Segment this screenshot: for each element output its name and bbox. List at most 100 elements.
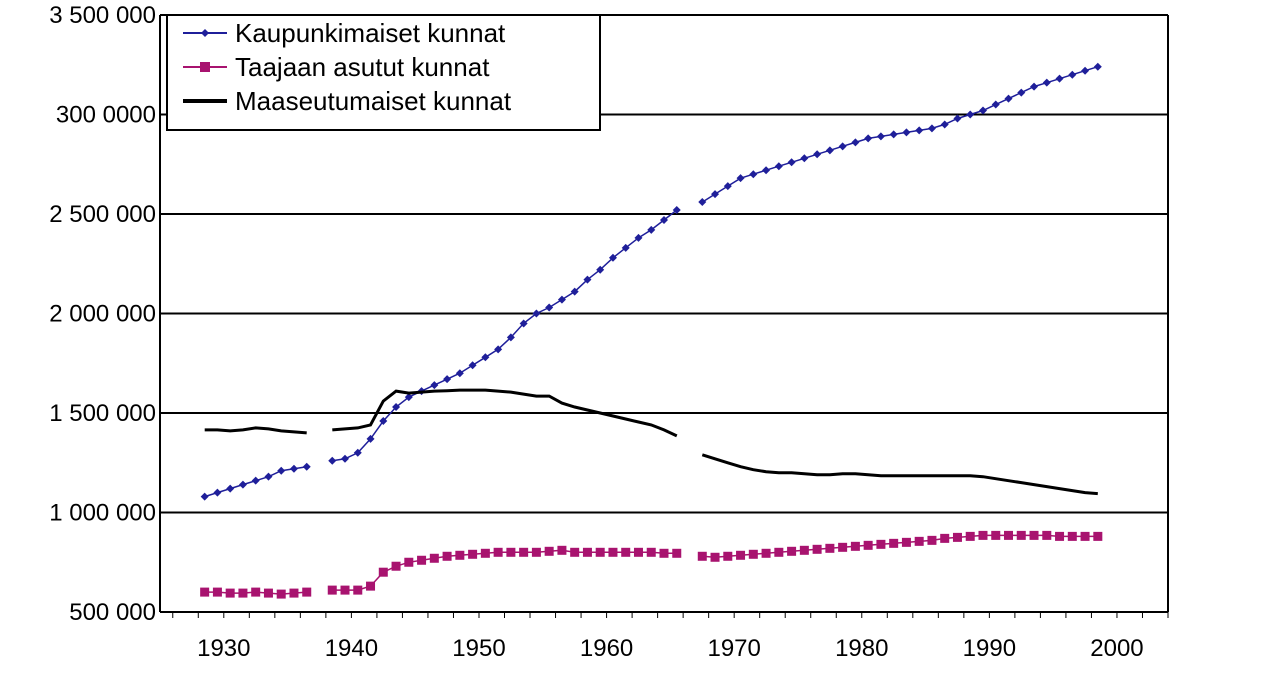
y-tick-label: 1 000 000 — [49, 500, 156, 527]
data-point-square — [901, 537, 911, 547]
data-point-diamond — [455, 369, 464, 378]
data-point-diamond — [915, 126, 924, 135]
data-point-square — [748, 549, 758, 559]
data-point-diamond — [940, 120, 949, 129]
data-point-square — [723, 551, 733, 561]
y-tick-label: 2 000 000 — [49, 301, 156, 328]
data-point-diamond — [1068, 70, 1077, 79]
data-point-square — [672, 548, 682, 558]
data-point-diamond — [966, 110, 975, 119]
data-point-diamond — [328, 456, 337, 465]
data-point-square — [940, 533, 950, 543]
data-point-diamond — [506, 333, 515, 342]
legend-label-kaupunkimaiset: Kaupunkimaiset kunnat — [235, 18, 506, 48]
data-point-square — [1055, 531, 1065, 541]
data-point-square — [570, 547, 580, 557]
data-point-diamond — [927, 124, 936, 133]
data-point-diamond — [583, 275, 592, 284]
x-tick-label: 1970 — [707, 635, 760, 662]
data-point-diamond — [532, 309, 541, 318]
data-point-square — [468, 549, 478, 559]
series-2 — [204, 388, 1098, 496]
legend: Kaupunkimaiset kunnat Taajaan asutut kun… — [166, 14, 601, 131]
data-point-square — [493, 547, 503, 557]
data-point-diamond — [238, 480, 247, 489]
series-1 — [200, 530, 1103, 599]
data-point-square — [225, 588, 235, 598]
data-point-diamond — [226, 484, 235, 493]
data-point-square — [633, 547, 643, 557]
data-point-square — [1042, 530, 1052, 540]
data-point-diamond — [545, 303, 554, 312]
data-point-diamond — [302, 462, 311, 471]
data-point-diamond — [660, 215, 668, 224]
data-point-square — [1093, 531, 1103, 541]
data-point-square — [889, 538, 899, 548]
data-point-square — [1080, 531, 1090, 541]
data-point-square — [276, 589, 286, 599]
data-point-diamond — [289, 464, 298, 473]
data-point-square — [876, 539, 886, 549]
data-point-diamond — [443, 375, 452, 384]
legend-label-taajaan: Taajaan asutut kunnat — [235, 52, 490, 82]
x-tick-label: 1940 — [325, 635, 378, 662]
data-point-square — [531, 547, 541, 557]
data-point-square — [710, 552, 720, 562]
data-point-square — [1067, 531, 1077, 541]
data-point-square — [1029, 530, 1039, 540]
data-point-diamond — [379, 416, 388, 425]
data-point-square — [366, 581, 376, 591]
data-point-diamond — [838, 142, 847, 151]
series-line — [332, 388, 678, 438]
series — [200, 62, 1103, 599]
data-point-square — [787, 546, 797, 556]
data-point-diamond — [608, 253, 617, 262]
data-point-diamond — [736, 174, 745, 183]
data-point-square — [799, 545, 809, 555]
data-point-square — [621, 547, 631, 557]
data-point-square — [263, 588, 273, 598]
data-point-diamond — [1055, 74, 1064, 83]
x-tick-label: 1990 — [963, 635, 1016, 662]
data-point-square — [646, 547, 656, 557]
data-point-diamond — [889, 130, 898, 139]
data-point-square — [340, 585, 350, 595]
x-tick-label: 1930 — [197, 635, 250, 662]
x-tick-label: 2000 — [1090, 635, 1143, 662]
legend-item-kaupunkimaiset: Kaupunkimaiset kunnat — [183, 18, 506, 48]
data-point-diamond — [277, 466, 286, 475]
data-point-diamond — [864, 134, 873, 143]
legend-square-marker-icon — [200, 62, 210, 72]
legend-diamond-marker-icon — [201, 29, 209, 37]
y-tick-labels: 3 500 000 300 0000 2 500 000 2 000 000 1 500… — [49, 2, 156, 626]
data-point-diamond — [978, 106, 987, 115]
legend-item-taajaan: Taajaan asutut kunnat — [183, 52, 490, 82]
data-point-diamond — [519, 319, 528, 328]
data-point-square — [608, 547, 618, 557]
data-point-diamond — [825, 146, 834, 155]
data-point-square — [404, 557, 414, 567]
series-0 — [200, 62, 1102, 501]
data-point-square — [378, 567, 388, 577]
x-tick-label: 1950 — [452, 635, 505, 662]
data-point-diamond — [213, 488, 222, 497]
series-line — [701, 453, 1098, 496]
data-point-diamond — [876, 132, 885, 141]
axes — [159, 15, 1169, 613]
data-point-square — [302, 587, 312, 597]
legend-item-maaseutumaiset: Maaseutumaiset kunnat — [183, 86, 512, 116]
data-point-diamond — [1042, 78, 1051, 87]
data-point-diamond — [762, 166, 771, 175]
data-point-diamond — [264, 472, 273, 481]
data-point-square — [863, 540, 873, 550]
data-point-square — [506, 547, 516, 557]
legend-box — [166, 14, 601, 131]
data-point-square — [595, 547, 605, 557]
data-point-square — [251, 587, 261, 597]
data-point-diamond — [557, 295, 566, 304]
legend-label-maaseutumaiset: Maaseutumaiset kunnat — [235, 86, 512, 116]
data-point-square — [212, 587, 222, 597]
data-point-diamond — [481, 353, 490, 362]
data-point-diamond — [1004, 94, 1013, 103]
data-point-diamond — [800, 154, 809, 163]
